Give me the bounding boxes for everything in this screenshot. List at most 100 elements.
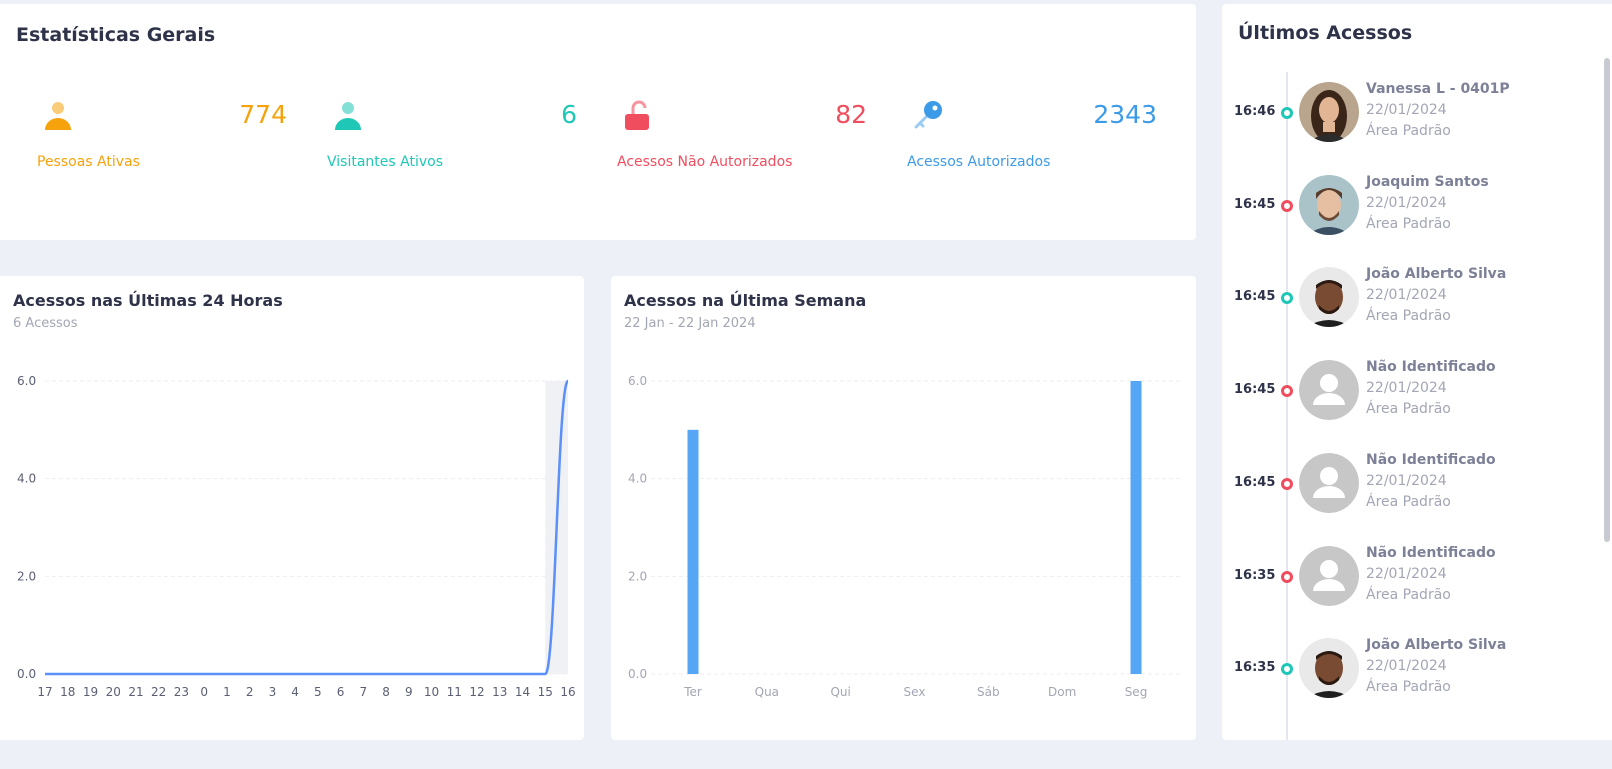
y-tick-label: 0.0 bbox=[628, 667, 647, 681]
x-tick-label: Sáb bbox=[977, 685, 1000, 699]
access-item[interactable]: 16:46 Vanessa L - 0401P 22/01/2024 Área Pad… bbox=[1222, 76, 1582, 166]
access-area: Área Padrão bbox=[1366, 679, 1451, 696]
x-tick-label: 20 bbox=[106, 685, 121, 699]
chart-24h-subtitle: 6 Acessos bbox=[13, 316, 78, 331]
access-time: 16:45 bbox=[1234, 196, 1276, 212]
key-icon bbox=[914, 101, 942, 129]
x-tick-label: Ter bbox=[683, 685, 702, 699]
y-tick-label: 0.0 bbox=[17, 667, 36, 681]
x-tick-label: 3 bbox=[269, 685, 277, 699]
stat-card-active-people[interactable]: 774 Pessoas Ativas bbox=[21, 74, 303, 198]
x-tick-label: 4 bbox=[291, 685, 299, 699]
x-tick-label: Seg bbox=[1125, 685, 1148, 699]
y-tick-label: 2.0 bbox=[628, 569, 647, 583]
access-item[interactable]: 16:35 João Alberto Silva 22/01/2024 Área Pa… bbox=[1222, 632, 1582, 722]
x-tick-label: Qui bbox=[830, 685, 850, 699]
x-tick-label: 5 bbox=[314, 685, 322, 699]
stat-value: 6 bbox=[561, 100, 577, 129]
x-tick-label: Sex bbox=[904, 685, 926, 699]
access-time: 16:35 bbox=[1234, 660, 1276, 676]
stat-label: Acessos Autorizados bbox=[907, 154, 1051, 170]
avatar bbox=[1299, 174, 1359, 235]
x-tick-label: 1 bbox=[223, 685, 231, 699]
chart-week: 0.0 2.0 4.0 6.0 Ter Qua Qui Sex Sáb Dom Seg bbox=[628, 374, 1181, 699]
status-dot bbox=[1281, 663, 1293, 676]
avatar bbox=[1299, 452, 1359, 513]
chart-week-title: Acessos na Última Semana bbox=[624, 291, 867, 310]
access-date: 22/01/2024 bbox=[1366, 658, 1447, 675]
x-tick-label: 14 bbox=[515, 685, 530, 699]
x-tick-label: Dom bbox=[1048, 685, 1076, 699]
access-person-name: Não Identificado bbox=[1366, 544, 1496, 561]
x-tick-label: 9 bbox=[405, 685, 413, 699]
access-person-name: João Alberto Silva bbox=[1366, 266, 1507, 283]
x-tick-label: 13 bbox=[492, 685, 507, 699]
y-tick-label: 6.0 bbox=[17, 374, 36, 388]
last-accesses-panel: Últimos Acessos 16:46 Vanessa L - 0401P 22… bbox=[1222, 4, 1612, 740]
person-icon bbox=[335, 102, 361, 130]
access-person-name: Joaquim Santos bbox=[1366, 173, 1489, 190]
access-time: 16:45 bbox=[1234, 474, 1276, 490]
x-tick-label: Qua bbox=[755, 685, 779, 699]
access-area: Área Padrão bbox=[1366, 401, 1451, 418]
chart-24h: 0.02.04.06.017 18 19 20 21 22 23 0 1 2 3 4 5 6 7 8 9 10 11… bbox=[17, 374, 576, 699]
series-line bbox=[45, 379, 570, 676]
last-accesses-title: Últimos Acessos bbox=[1238, 22, 1413, 44]
avatar bbox=[1299, 82, 1359, 142]
x-tick-label: 12 bbox=[469, 685, 484, 699]
x-tick-label: 16 bbox=[560, 685, 575, 699]
stats-panel: Estatísticas Gerais 774 Pessoas Ativas 6… bbox=[0, 4, 1196, 240]
chart-week-subtitle: 22 Jan - 22 Jan 2024 bbox=[624, 316, 756, 331]
status-dot bbox=[1281, 570, 1293, 583]
x-tick-label: 2 bbox=[246, 685, 254, 699]
stat-label: Acessos Não Autorizados bbox=[617, 154, 793, 170]
stat-card-unauthorized-accesses[interactable]: 82 Acessos Não Autorizados bbox=[601, 74, 883, 198]
access-item[interactable]: 16:45 Não Identificado 22/01/2024 Área Padr… bbox=[1222, 447, 1582, 537]
stat-label: Visitantes Ativos bbox=[327, 154, 443, 170]
stat-card-authorized-accesses[interactable]: 2343 Acessos Autorizados bbox=[891, 74, 1173, 198]
status-dot bbox=[1281, 199, 1293, 212]
stat-card-active-visitors[interactable]: 6 Visitantes Ativos bbox=[311, 74, 593, 198]
x-tick-label: 8 bbox=[382, 685, 390, 699]
access-person-name: Não Identificado bbox=[1366, 359, 1496, 376]
access-date: 22/01/2024 bbox=[1366, 287, 1447, 304]
stat-value: 2343 bbox=[1093, 100, 1157, 129]
avatar bbox=[1299, 360, 1359, 421]
avatar bbox=[1299, 267, 1359, 328]
bar[interactable] bbox=[1130, 381, 1142, 674]
x-tick-label: 10 bbox=[424, 685, 439, 699]
access-item[interactable]: 16:45 Não Identificado 22/01/2024 Área Padr… bbox=[1222, 354, 1582, 444]
avatar bbox=[1299, 638, 1359, 699]
access-item[interactable]: 16:45 Joaquim Santos 22/01/2024 Área Padrão bbox=[1222, 169, 1582, 259]
y-tick-label: 4.0 bbox=[17, 472, 36, 486]
bar[interactable] bbox=[687, 429, 699, 674]
unlock-icon bbox=[625, 100, 649, 130]
access-time: 16:35 bbox=[1234, 567, 1276, 583]
x-tick-label: 11 bbox=[447, 685, 462, 699]
x-tick-label: 22 bbox=[151, 685, 166, 699]
status-dot bbox=[1281, 107, 1293, 119]
timeline-line bbox=[1286, 72, 1288, 740]
x-tick-label: 19 bbox=[83, 685, 98, 699]
access-item[interactable]: 16:35 Não Identificado 22/01/2024 Área Padr… bbox=[1222, 540, 1582, 630]
x-tick-label: 18 bbox=[60, 685, 75, 699]
status-dot bbox=[1281, 385, 1293, 398]
chart-24h-panel: 0.0 2.0 4.0 6.0 17 18 19 20 21 22 23 0 1 2 3 4 5 6 7 8 9 10 11… bbox=[0, 276, 584, 740]
access-person-name: Não Identificado bbox=[1366, 451, 1496, 468]
access-area: Área Padrão bbox=[1366, 586, 1451, 603]
access-date: 22/01/2024 bbox=[1366, 472, 1447, 489]
x-tick-label: 6 bbox=[337, 685, 345, 699]
access-date: 22/01/2024 bbox=[1366, 565, 1447, 582]
y-tick-label: 6.0 bbox=[628, 374, 647, 388]
x-tick-label: 23 bbox=[174, 685, 189, 699]
x-tick-label: 7 bbox=[360, 685, 368, 699]
scrollbar[interactable] bbox=[1604, 58, 1610, 542]
x-tick-label: 0 bbox=[200, 685, 208, 699]
access-area: Área Padrão bbox=[1366, 308, 1451, 325]
access-item[interactable]: 16:45 João Alberto Silva 22/01/2024 Área Pa… bbox=[1222, 261, 1582, 351]
x-tick-label: 17 bbox=[37, 685, 52, 699]
status-dot bbox=[1281, 477, 1293, 490]
access-person-name: Vanessa L - 0401P bbox=[1366, 81, 1510, 97]
x-tick-label: 15 bbox=[538, 685, 553, 699]
chart-24h-title: Acessos nas Últimas 24 Horas bbox=[13, 291, 283, 310]
